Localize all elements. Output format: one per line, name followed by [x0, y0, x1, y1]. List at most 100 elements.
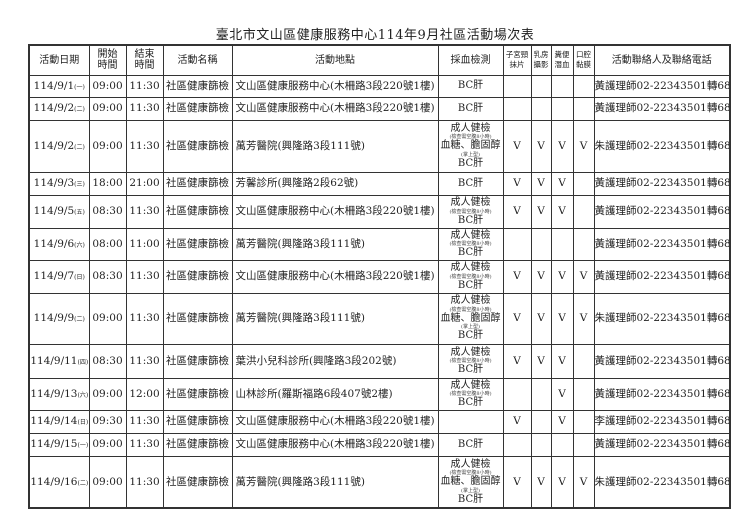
location-cell: 萬芳醫院(興隆路3段111號): [231, 292, 439, 345]
fasting-note: (檢查需空腹8小時): [449, 241, 492, 247]
date: 114/9/6: [33, 237, 75, 250]
oral-cell: V: [572, 259, 595, 294]
mammo-cell: [530, 432, 552, 457]
name-cell: 社區健康篩檢: [162, 343, 233, 379]
header-location: 活動地點: [231, 44, 439, 76]
table-row: 114/9/9(二) 09:00 11:30 社區健康篩檢 萬芳醫院(興隆路3段111號…: [28, 292, 731, 345]
adult-label: 成人健檢: [450, 458, 491, 470]
blood-cell: 成人健檢 (檢查需空腹8小時) BC肝: [437, 194, 504, 229]
end-cell: 11:30: [125, 74, 164, 98]
date-cell: 114/9/13(六): [28, 377, 90, 411]
location-cell: 文山區健康服務中心(木柵路3段220號1樓): [231, 96, 439, 121]
date-cell: 114/9/14(日): [28, 409, 90, 434]
table-row: 114/9/11(四) 08:30 11:30 社區健康篩檢 葉洪小兒科診所(興隆路3段…: [28, 343, 731, 379]
oral-cell: [572, 432, 595, 457]
name-cell: 社區健康篩檢: [162, 194, 233, 229]
fasting-note: (檢查需空腹8小時): [449, 208, 492, 215]
name-cell: 社區健康篩檢: [162, 377, 233, 411]
handheld-note: (掌上型): [461, 487, 480, 494]
contact-cell: 黃護理師02-22343501轉6882: [593, 74, 731, 98]
table-row: 114/9/15(一) 09:00 11:30 社區健康篩檢 文山區健康服務中心(木柵路…: [28, 432, 731, 457]
bc-label: BC肝: [457, 438, 484, 450]
table-row: 114/9/5(五) 08:30 11:30 社區健康篩檢 文山區健康服務中心(木柵路3…: [28, 194, 731, 229]
contact-cell: 黃護理師02-22343501轉6882: [593, 377, 731, 411]
table-row: 114/9/14(日) 09:30 11:30 社區健康篩檢 文山區健康服務中心(木柵路…: [28, 409, 731, 434]
fobt-cell: V: [550, 409, 574, 434]
mammo-cell: [530, 409, 552, 434]
mammo-cell: V: [530, 259, 552, 294]
fasting-note: (檢查需空腹8小時): [449, 273, 492, 280]
fasting-note: (檢查需空腹8小時): [449, 358, 492, 364]
mammo-cell: [530, 74, 552, 98]
name-cell: 社區健康篩檢: [162, 119, 233, 173]
blood-cell: 成人健檢 (檢查需空腹8小時) BC肝: [437, 377, 504, 411]
start-cell: 09:00: [88, 432, 127, 457]
oral-cell: V: [572, 292, 595, 345]
pap-cell: V: [502, 119, 532, 173]
table-row: 114/9/1(一) 09:00 11:30 社區健康篩檢 文山區健康服務中心(木柵路3…: [28, 74, 731, 98]
date: 114/9/1: [33, 79, 75, 92]
handheld-note: (掌上型): [461, 324, 480, 331]
weekday: (六): [77, 391, 89, 399]
table-row: 114/9/2(二) 09:00 11:30 社區健康篩檢 文山區健康服務中心(木柵路3…: [28, 96, 731, 121]
blood-cell: BC肝: [437, 74, 504, 98]
schedule-table: 活動日期 開始時間 結束時間 活動名稱 活動地點 採血檢測 子宮頸抹片 乳房攝影…: [28, 44, 731, 509]
oral-cell: [572, 409, 595, 434]
bc-label: BC肝: [457, 364, 484, 375]
blood-cell: 成人健檢 (檢查需空腹8小時) BC肝: [437, 343, 504, 379]
header-name: 活動名稱: [162, 44, 233, 76]
adult-label: 成人健檢: [450, 379, 491, 391]
oral-cell: [572, 377, 595, 411]
table-row: 114/9/7(日) 08:30 11:30 社區健康篩檢 文山區健康服務中心(木柵路3…: [28, 259, 731, 294]
end-cell: 11:30: [125, 409, 164, 434]
table-row: 114/9/13(六) 09:00 12:00 社區健康篩檢 山林診所(羅斯福路6段40…: [28, 377, 731, 411]
name-cell: 社區健康篩檢: [162, 432, 233, 457]
table-row: 114/9/3(三) 18:00 21:00 社區健康篩檢 芳馨診所(興隆路2段62號)…: [28, 171, 731, 196]
pap-cell: [502, 96, 532, 121]
name-cell: 社區健康篩檢: [162, 171, 233, 196]
location-cell: 萬芳醫院(興隆路3段111號): [231, 455, 439, 509]
start-cell: 18:00: [88, 171, 127, 196]
location-cell: 文山區健康服務中心(木柵路3段220號1樓): [231, 74, 439, 98]
header-blood: 採血檢測: [437, 44, 504, 76]
handheld-note: (掌上型): [461, 151, 480, 158]
fobt-cell: [550, 96, 574, 121]
weekday: (二): [74, 143, 85, 151]
date-cell: 114/9/7(日): [28, 259, 90, 294]
location-cell: 萬芳醫院(興隆路3段111號): [231, 119, 439, 173]
blood-cell: BC肝: [437, 171, 504, 196]
weekday: (日): [77, 419, 89, 427]
pap-cell: V: [502, 171, 532, 196]
fobt-cell: V: [550, 377, 574, 411]
location-cell: 文山區健康服務中心(木柵路3段220號1樓): [231, 259, 439, 294]
start-cell: 09:00: [88, 292, 127, 345]
mammo-cell: [530, 96, 552, 121]
pap-cell: V: [502, 259, 532, 294]
sugar-label: 血糖、膽固醇: [440, 312, 501, 324]
contact-cell: 朱護理師02-22343501轉6883: [593, 119, 731, 173]
weekday: (二): [74, 316, 85, 324]
weekday: (日): [74, 274, 85, 282]
oral-cell: [572, 171, 595, 196]
weekday: (二): [77, 479, 89, 487]
name-cell: 社區健康篩檢: [162, 227, 233, 261]
weekday: (一): [74, 83, 85, 91]
date: 114/9/16: [30, 475, 78, 488]
date-cell: 114/9/16(二): [28, 455, 90, 509]
name-cell: 社區健康篩檢: [162, 409, 233, 434]
fasting-note: (檢查需空腹8小時): [449, 134, 492, 141]
location-cell: 文山區健康服務中心(木柵路3段220號1樓): [231, 194, 439, 229]
fasting-note: (檢查需空腹8小時): [449, 306, 492, 313]
header-contact: 活動聯絡人及聯絡電話: [593, 44, 731, 76]
oral-cell: [572, 96, 595, 121]
table-row: 114/9/2(二) 09:00 11:30 社區健康篩檢 萬芳醫院(興隆路3段111號…: [28, 119, 731, 173]
header-mammo: 乳房攝影: [530, 44, 552, 76]
contact-cell: 朱護理師02-22343501轉6883: [593, 455, 731, 509]
pap-cell: V: [502, 343, 532, 379]
blood-cell: 成人健檢 (檢查需空腹8小時) BC肝: [437, 259, 504, 294]
contact-cell: 黃護理師02-22343501轉6882: [593, 227, 731, 261]
end-cell: 11:30: [125, 343, 164, 379]
weekday: (三): [74, 181, 85, 189]
date-cell: 114/9/6(六): [28, 227, 90, 261]
header-row: 活動日期 開始時間 結束時間 活動名稱 活動地點 採血檢測 子宮頸抹片 乳房攝影…: [28, 44, 731, 76]
